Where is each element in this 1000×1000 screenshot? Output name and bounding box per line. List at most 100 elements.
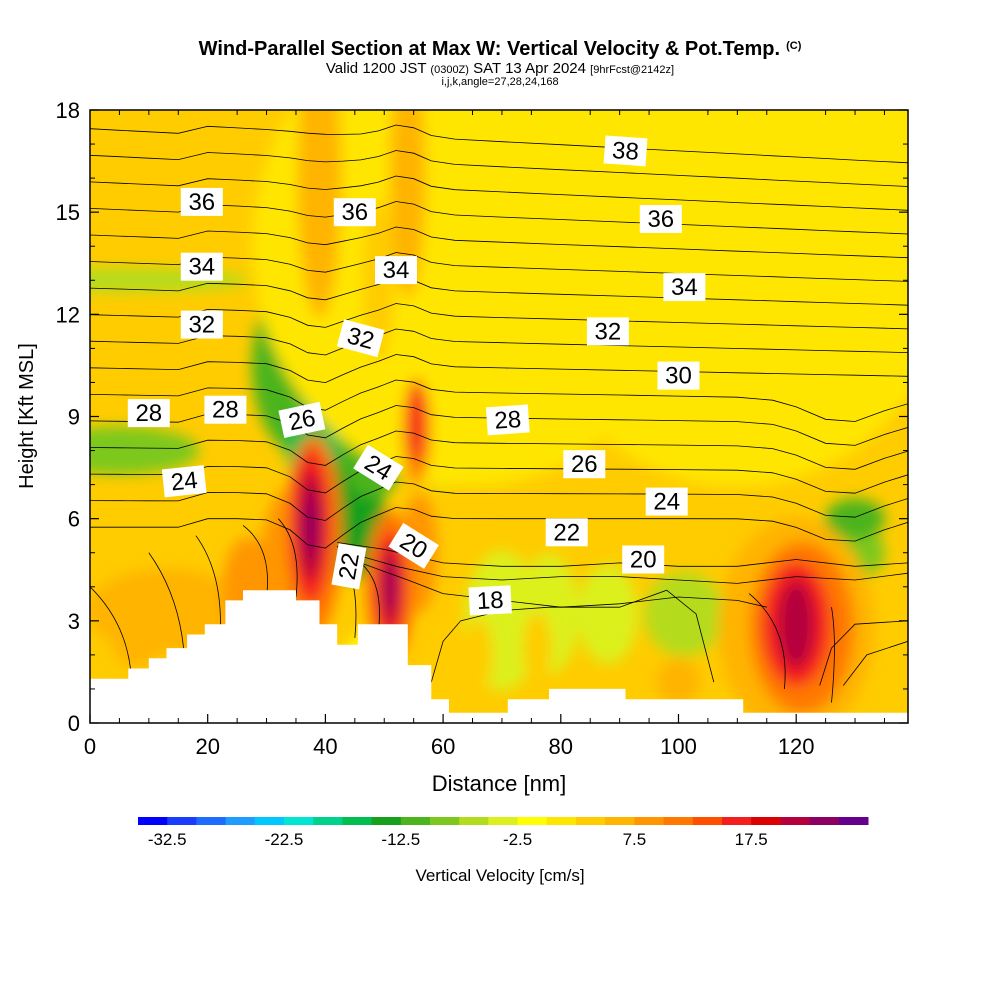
contour-label: 22 xyxy=(331,543,367,590)
contour-label-text: 38 xyxy=(611,137,640,166)
colorbar: -32.5 -22.5 -12.5 -2.5 7.5 17.5 xyxy=(138,817,869,849)
contour-label-box xyxy=(331,543,367,590)
x-tick-label: 60 xyxy=(431,734,455,759)
contour-label: 34 xyxy=(663,273,706,302)
contour-label-box xyxy=(161,465,207,498)
contour-label-text: 26 xyxy=(286,404,318,436)
colorbar-swatch xyxy=(225,817,256,825)
contour-label-text: 36 xyxy=(647,206,674,233)
w-cell xyxy=(464,618,493,691)
w-cell xyxy=(644,572,725,657)
contour-label: 28 xyxy=(485,404,530,436)
contour-label: 26 xyxy=(563,450,606,479)
colorbar-swatch xyxy=(488,817,519,825)
contour-label: 32 xyxy=(180,310,223,339)
contour-label-text: 32 xyxy=(595,318,622,345)
contour-label-box xyxy=(485,404,530,436)
theta-contour xyxy=(90,430,908,470)
contour-label: 36 xyxy=(639,205,682,233)
w-cell xyxy=(111,607,164,668)
y-tick-label: 3 xyxy=(68,609,80,634)
contour-label-text: 34 xyxy=(188,254,215,281)
contour-label-box xyxy=(353,444,404,491)
contour-label-box xyxy=(468,585,512,616)
contour-label-text: 28 xyxy=(135,400,162,427)
theta-contour xyxy=(819,620,908,686)
contour-label: 32 xyxy=(586,317,629,346)
colorbar-swatch xyxy=(722,817,752,825)
theta-contour xyxy=(90,379,908,422)
contour-label: 34 xyxy=(180,252,223,281)
x-tick-label: 100 xyxy=(660,734,697,759)
contour-label: 32 xyxy=(336,319,385,358)
theta-contour xyxy=(842,640,908,686)
contour-label-text: 28 xyxy=(212,397,239,424)
w-cell xyxy=(389,110,426,299)
colorbar-swatch xyxy=(692,817,723,825)
colorbar-swatch xyxy=(196,817,227,825)
colorbar-swatch xyxy=(576,817,606,825)
contour-label-box xyxy=(545,518,588,547)
w-cell xyxy=(577,564,638,665)
theta-contour xyxy=(90,303,908,330)
colorbar-tick-label: -12.5 xyxy=(381,830,420,849)
contour-label-box xyxy=(204,395,247,424)
theta-contour xyxy=(90,150,908,187)
w-cell xyxy=(656,658,701,707)
colorbar-swatch xyxy=(284,817,314,825)
x-tick-label: 120 xyxy=(778,734,815,759)
contour-label-text: 22 xyxy=(553,519,580,546)
terrain xyxy=(90,590,908,723)
y-tick-label: 12 xyxy=(56,302,80,327)
contour-label-text: 24 xyxy=(170,467,199,497)
contour-label-text: 32 xyxy=(188,312,215,339)
contour-label: 22 xyxy=(545,518,588,547)
theta-contour xyxy=(831,607,835,703)
w-cell xyxy=(90,426,200,475)
contour-label-text: 34 xyxy=(383,257,410,284)
contour-label-box xyxy=(586,317,629,346)
contour-label: 28 xyxy=(204,395,247,424)
w-cell xyxy=(778,580,815,669)
chart-title: Wind-Parallel Section at Max W: Vertical… xyxy=(198,38,802,60)
theta-contour xyxy=(90,354,908,384)
contour-label-box xyxy=(563,450,606,479)
contour-label-text: 36 xyxy=(341,199,368,226)
colorbar-swatch xyxy=(342,817,373,825)
contour-label-box xyxy=(375,256,417,285)
colorbar-swatch xyxy=(838,817,869,825)
contour-label-box xyxy=(657,361,700,390)
theta-contour xyxy=(90,456,908,494)
theta-contour xyxy=(748,593,786,689)
colorbar-swatch xyxy=(138,817,168,825)
contour-label-text: 36 xyxy=(188,189,215,216)
y-tick-label: 0 xyxy=(68,711,80,736)
theta-contour xyxy=(90,226,908,259)
colorbar-swatch xyxy=(313,817,343,825)
colorbar-swatch xyxy=(663,817,694,825)
colorbar-label: Vertical Velocity [cm/s] xyxy=(415,866,584,885)
colorbar-swatch xyxy=(400,817,431,825)
contour-label: 38 xyxy=(603,135,648,167)
colorbar-swatch xyxy=(459,817,489,825)
y-tick-label: 15 xyxy=(56,200,80,225)
colorbar-tick-label: -32.5 xyxy=(148,830,187,849)
x-axis-label: Distance [nm] xyxy=(432,771,567,796)
colorbar-tick-label: -2.5 xyxy=(503,830,532,849)
theta-contour xyxy=(242,525,268,598)
contour-label: 36 xyxy=(180,187,223,216)
contour-label: 30 xyxy=(657,361,700,390)
colorbar-swatch xyxy=(809,817,840,825)
w-cell xyxy=(386,564,395,609)
contour-label-box xyxy=(180,310,223,339)
contour-label-box xyxy=(180,252,223,281)
theta-contour xyxy=(90,507,908,549)
contour-label-text: 34 xyxy=(671,274,698,301)
theta-contour xyxy=(278,518,298,598)
contour-label-text: 18 xyxy=(476,587,504,615)
w-cell xyxy=(408,385,425,462)
y-tick-label: 9 xyxy=(68,405,80,430)
